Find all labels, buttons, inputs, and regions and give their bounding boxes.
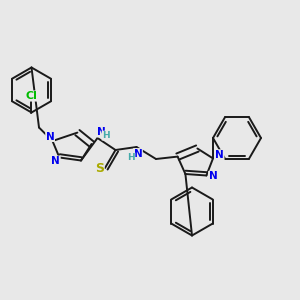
Text: N: N <box>208 171 217 182</box>
Text: N: N <box>97 127 106 137</box>
Text: H: H <box>127 153 135 162</box>
Text: N: N <box>51 156 60 166</box>
Text: N: N <box>215 150 224 160</box>
Text: H: H <box>102 131 110 140</box>
Text: N: N <box>134 148 142 159</box>
Text: S: S <box>95 161 104 175</box>
Text: Cl: Cl <box>26 91 38 101</box>
Text: N: N <box>46 131 55 142</box>
